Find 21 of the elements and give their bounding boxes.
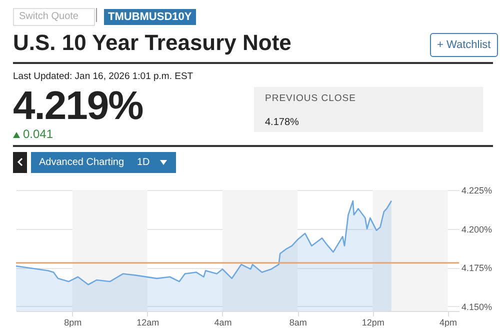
y-tick-label: 4.225% bbox=[462, 186, 492, 196]
y-tick-label: 4.150% bbox=[462, 302, 492, 312]
x-tick-label: 8pm bbox=[64, 318, 82, 328]
x-tick-label: 12am bbox=[136, 318, 160, 328]
x-tick-label: 12pm bbox=[362, 318, 384, 328]
x-tick-label: 4pm bbox=[439, 318, 457, 328]
range-dropdown: 1D bbox=[131, 152, 176, 173]
watchlist-button: + Watchlist bbox=[430, 33, 498, 57]
x-tick-label: 4am bbox=[214, 318, 232, 328]
y-tick-label: 4.175% bbox=[462, 263, 492, 274]
text: TMUBMUSD10Y bbox=[104, 9, 196, 25]
search-field: Switch Quote bbox=[13, 8, 95, 26]
text: PREVIOUS CLOSE bbox=[265, 93, 356, 104]
text: 4.178% bbox=[265, 117, 299, 128]
chart-title: U.S. 10 Year Treasury Note bbox=[13, 30, 292, 56]
text: Last Updated: Jan 16, 2026 1:01 p.m. EST bbox=[13, 71, 194, 82]
text: 4.219% bbox=[13, 84, 143, 129]
y-tick-label: 4.200% bbox=[462, 224, 492, 234]
advanced-charting-button: Advanced Charting bbox=[31, 152, 132, 173]
text: 0.041 bbox=[22, 127, 54, 141]
x-tick-label: 8am bbox=[289, 318, 307, 328]
